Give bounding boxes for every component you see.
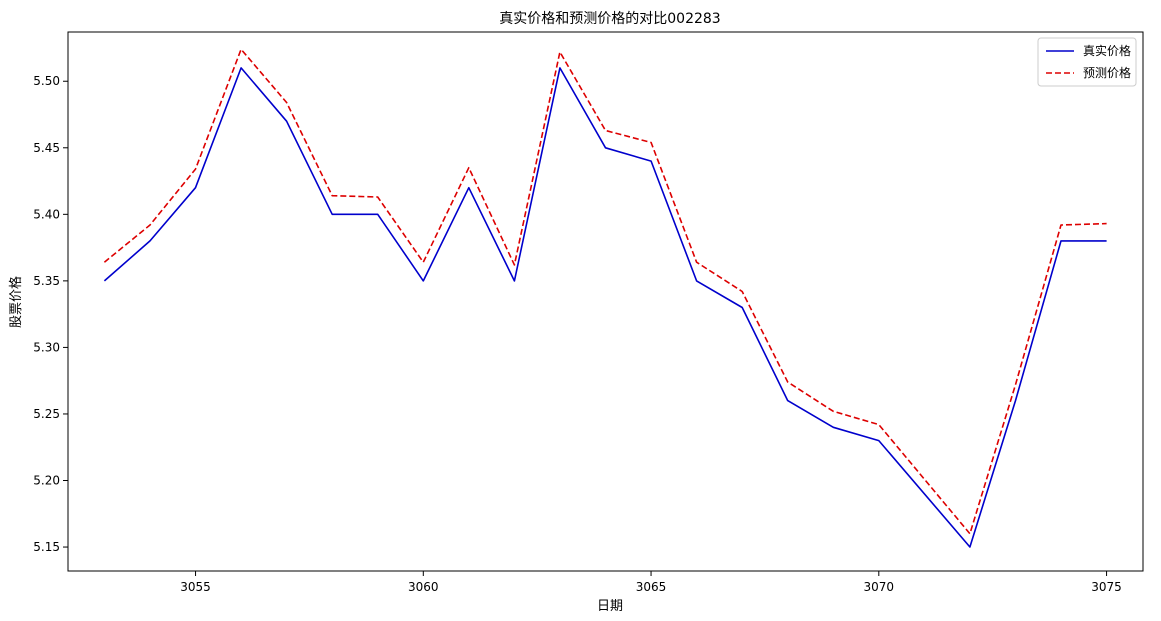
axes-frame [67, 31, 1144, 572]
y-tick-label: 5.40 [33, 207, 60, 221]
y-tick-label: 5.50 [33, 74, 60, 88]
legend-entry: 预测价格 [1083, 65, 1131, 80]
y-tick-label: 5.30 [33, 340, 60, 354]
series-line-1 [103, 67, 1107, 548]
x-tick-label: 3070 [864, 580, 895, 594]
x-tick-label: 3060 [408, 580, 439, 594]
legend-box [1037, 37, 1137, 87]
y-tick-label: 5.20 [33, 474, 60, 488]
plot-area: 3055 3060 3065 3070 3075 5.15 5.20 5.25 5.30 5.35… [33, 31, 1144, 594]
chart-title: 真实价格和预测价格的对比002283 [499, 11, 720, 27]
y-tick-label: 5.45 [33, 141, 60, 155]
y-axis-label: 股票价格 [8, 276, 24, 328]
legend-entry: 真实价格 [1083, 43, 1131, 58]
x-tick-label: 3055 [180, 580, 211, 594]
y-tick-label: 5.35 [33, 274, 60, 288]
y-tick-label: 5.25 [33, 407, 60, 421]
y-tick-label: 5.15 [33, 540, 60, 554]
x-tick-label: 3075 [1091, 580, 1122, 594]
x-axis-label: 日期 [597, 599, 623, 614]
x-tick-label: 3065 [636, 580, 667, 594]
